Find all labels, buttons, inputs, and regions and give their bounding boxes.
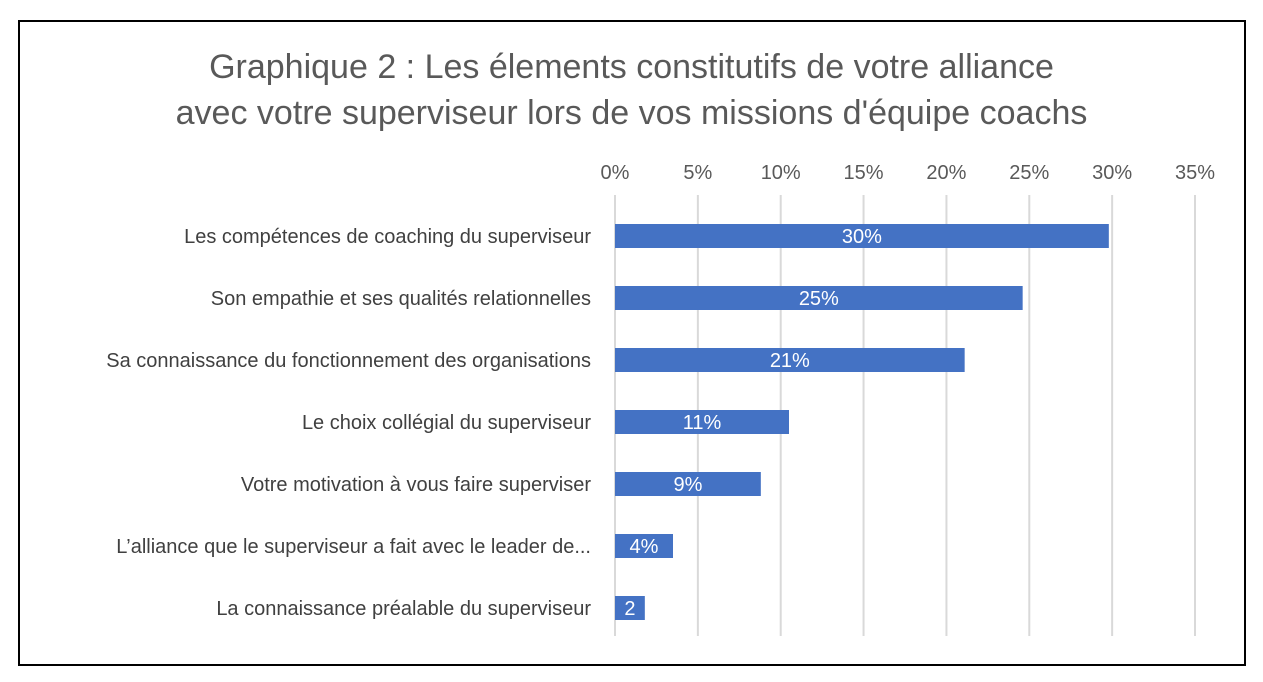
bar xyxy=(615,534,673,558)
bar xyxy=(615,348,965,372)
data-label: 25% xyxy=(799,288,839,310)
data-label: 30% xyxy=(842,226,882,248)
title-line-1: Graphique 2 : Les élements constitutifs … xyxy=(209,48,1054,86)
data-label: 2 xyxy=(624,598,635,620)
x-tick-label: 10% xyxy=(761,162,801,184)
x-tick-label: 35% xyxy=(1175,162,1215,184)
x-tick-label: 15% xyxy=(844,162,884,184)
chart-title: Graphique 2 : Les élements constitutifs … xyxy=(0,44,1263,136)
bar xyxy=(615,286,1023,310)
category-label: L’alliance que le superviseur a fait ave… xyxy=(116,536,591,558)
category-label: Les compétences de coaching du supervise… xyxy=(184,226,591,248)
category-label: La connaissance préalable du superviseur xyxy=(216,598,591,620)
chart-frame xyxy=(18,20,1246,666)
category-label: Son empathie et ses qualités relationnel… xyxy=(211,288,591,310)
data-label: 9% xyxy=(673,474,702,496)
bar xyxy=(615,472,761,496)
data-label: 21% xyxy=(770,350,810,372)
x-tick-label: 30% xyxy=(1092,162,1132,184)
category-label: Le choix collégial du superviseur xyxy=(302,412,591,434)
category-label: Sa connaissance du fonctionnement des or… xyxy=(106,350,591,372)
bar xyxy=(615,596,645,620)
x-tick-label: 5% xyxy=(683,162,712,184)
bar xyxy=(615,224,1109,248)
bar xyxy=(615,410,789,434)
x-tick-label: 20% xyxy=(926,162,966,184)
data-label: 4% xyxy=(630,536,659,558)
x-tick-label: 25% xyxy=(1009,162,1049,184)
title-line-2: avec votre superviseur lors de vos missi… xyxy=(175,94,1088,132)
category-label: Votre motivation à vous faire superviser xyxy=(241,474,592,496)
x-tick-label: 0% xyxy=(601,162,630,184)
data-label: 11% xyxy=(683,412,722,434)
